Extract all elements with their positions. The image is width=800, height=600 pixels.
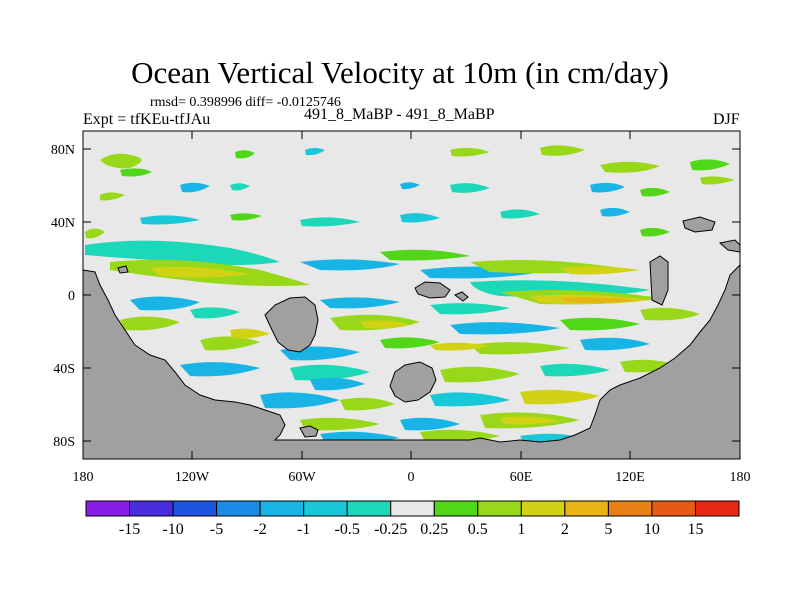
lon-tick-label: 0 — [408, 470, 415, 485]
lat-tick-label: 40S — [53, 362, 75, 377]
colorbar-swatch — [694, 500, 740, 517]
colorbar-label: 1 — [517, 521, 525, 538]
colorbar-label: -15 — [119, 521, 140, 538]
lat-axis — [83, 148, 740, 442]
colorbar-label: -10 — [162, 521, 183, 538]
map-plot-area — [83, 131, 740, 459]
colorbar-swatch — [607, 500, 653, 517]
lat-tick-label: 0 — [68, 289, 75, 304]
colorbar-label: -5 — [210, 521, 223, 538]
colorbar-label: -2 — [253, 521, 266, 538]
lat-tick-label: 80S — [53, 435, 75, 450]
colorbar-swatch — [259, 500, 305, 517]
colorbar-label: 0.5 — [468, 521, 488, 538]
lon-tick-label: 60W — [288, 470, 316, 485]
rmsd-value: 0.398996 — [189, 95, 242, 110]
lon-tick-label: 180 — [73, 470, 94, 485]
lon-tick-label: 60E — [510, 470, 533, 485]
lon-axis — [82, 131, 741, 459]
stats-line: rmsd= 0.398996 diff= -0.0125746 — [150, 95, 341, 111]
center-label: 491_8_MaBP - 491_8_MaBP — [304, 106, 495, 123]
rmsd-label: rmsd= — [150, 95, 186, 110]
velocity-contours — [85, 145, 735, 445]
lon-tick-label: 180 — [730, 470, 751, 485]
colorbar-swatch — [85, 500, 131, 517]
colorbar-swatch — [216, 500, 261, 517]
colorbar-swatch — [303, 500, 348, 517]
season-label: DJF — [713, 111, 740, 128]
colorbar-swatch — [477, 500, 522, 517]
colorbar-label: 2 — [561, 521, 569, 538]
colorbar-swatch — [346, 500, 392, 517]
colorbar-label: 15 — [687, 521, 703, 538]
colorbar-swatch — [520, 500, 566, 517]
colorbar-label: -0.5 — [335, 521, 360, 538]
colorbar-label: 0.25 — [420, 521, 448, 538]
land-masses — [83, 216, 740, 459]
colorbar-label: -1 — [297, 521, 310, 538]
lat-tick-label: 80N — [51, 143, 75, 158]
experiment-label: Expt = tfKEu-tfJAu — [83, 111, 211, 128]
map-title: Ocean Vertical Velocity at 10m (in cm/da… — [131, 55, 669, 90]
colorbar-label: -0.25 — [374, 521, 407, 538]
colorbar-label: 5 — [604, 521, 612, 538]
colorbar-label: 10 — [644, 521, 660, 538]
colorbar-swatch — [433, 500, 479, 517]
lon-tick-label: 120E — [615, 470, 645, 485]
colorbar-swatch — [390, 500, 435, 517]
colorbar-swatch — [564, 500, 609, 517]
lon-tick-label: 120W — [175, 470, 210, 485]
colorbar-swatch — [651, 500, 696, 517]
diff-value: -0.0125746 — [276, 95, 341, 110]
colorbar-swatch — [129, 500, 174, 517]
colorbar-swatch — [172, 500, 218, 517]
lat-tick-label: 40N — [51, 216, 75, 231]
diff-label: diff= — [245, 95, 274, 110]
colorbar: -15 -10 -5 -2 -1 -0.5 -0.25 0.25 0.5 1 2 5 10 15 — [85, 500, 740, 538]
